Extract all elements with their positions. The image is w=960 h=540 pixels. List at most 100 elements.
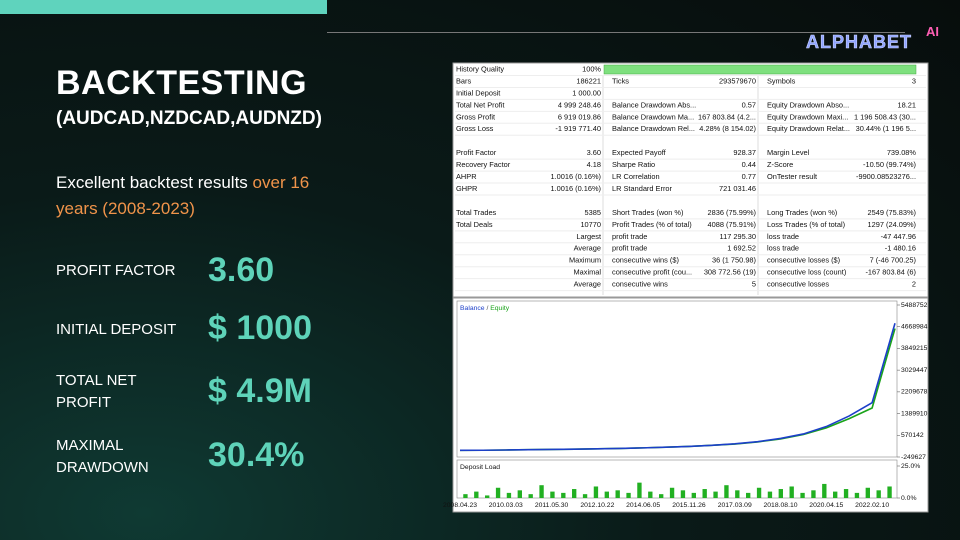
table-cell: consecutive wins: [612, 280, 668, 289]
x-tick-label: 2014.06.05: [626, 502, 660, 509]
table-cell: profit trade: [612, 244, 647, 253]
intro: Excellent backtest results over 16 years…: [56, 170, 346, 222]
y-tick-label: 3849215: [901, 345, 928, 352]
load-bar: [876, 490, 881, 498]
table-cell: Long Trades (won %): [767, 208, 837, 217]
load-bar: [626, 492, 631, 498]
load-bar: [669, 487, 675, 498]
logo-name: ALPHABET: [806, 32, 912, 53]
accent-bar: [0, 0, 327, 14]
x-tick-label: 2008.04.23: [443, 502, 477, 509]
table-cell: 3.60: [587, 148, 601, 157]
intro-text: Excellent backtest results: [56, 173, 253, 192]
table-cell: Average: [574, 280, 601, 289]
x-tick-label: 2010.03.03: [489, 502, 523, 509]
table-cell: Ticks: [612, 76, 629, 85]
table-cell: 1297 (24.09%): [868, 220, 916, 229]
load-bar: [495, 487, 501, 498]
table-cell: consecutive loss (count): [767, 268, 846, 277]
metric-label: MAXIMAL DRAWDOWN: [56, 437, 149, 476]
load-title: Deposit Load: [460, 464, 500, 471]
metric-value: $ 1000: [208, 309, 312, 347]
table-cell: -167 803.84 (6): [865, 268, 916, 277]
table-cell: 1 196 508.43 (30...: [854, 112, 916, 121]
table-cell: Maximum: [569, 256, 601, 265]
table-cell: consecutive profit (cou...: [612, 268, 692, 277]
table-cell: 36 (1 750.98): [712, 256, 756, 265]
load-bar: [843, 489, 849, 498]
y-tick-label: 0.0%: [901, 495, 917, 502]
load-bar: [572, 489, 577, 498]
table-cell: 0.77: [742, 172, 756, 181]
table-cell: Balance Drawdown Ma...: [612, 112, 694, 121]
table-cell: -47 447.96: [881, 232, 916, 241]
load-bar: [528, 494, 533, 498]
load-bar: [517, 490, 522, 498]
table-cell: consecutive losses ($): [767, 256, 840, 265]
x-tick-label: 2020.04.15: [809, 502, 843, 509]
table-cell: consecutive losses: [767, 280, 829, 289]
load-bar: [539, 485, 544, 498]
table-cell: 2836 (75.99%): [708, 208, 756, 217]
table-cell: Average: [574, 244, 601, 253]
table-cell: Recovery Factor: [456, 160, 511, 169]
table-cell: 6 919 019.86: [558, 112, 601, 121]
table-cell: Maximal: [573, 268, 601, 277]
history-quality-bar: [603, 64, 917, 75]
load-bar: [659, 494, 664, 498]
table-cell: Gross Loss: [456, 124, 494, 133]
divider: [327, 32, 905, 33]
load-bar: [713, 491, 718, 498]
load-bar: [789, 486, 794, 498]
load-bar: [833, 491, 838, 498]
intro-highlight: over 16 years (2008-2023): [56, 173, 310, 218]
table-cell: GHPR: [456, 184, 477, 193]
load-bar: [756, 487, 762, 498]
x-tick-label: 2012.10.22: [580, 502, 614, 509]
metric-value: $ 4.9M: [208, 372, 312, 410]
balance-plot: [456, 300, 898, 458]
title: BACKTESTING: [56, 64, 308, 102]
x-tick-label: 2011.05.30: [535, 502, 569, 509]
y-tick-label: 1389910: [901, 410, 928, 417]
series-line: [459, 323, 896, 452]
table-cell: -9900.08523276...: [856, 172, 916, 181]
load-bar: [582, 494, 588, 498]
y-tick-label: 2209678: [901, 389, 928, 396]
table-cell: 10770: [580, 220, 601, 229]
table-cell: 2: [912, 280, 916, 289]
table-cell: loss trade: [767, 244, 799, 253]
table-cell: Profit Factor: [456, 148, 497, 157]
table-cell: Gross Profit: [456, 112, 495, 121]
load-bar: [691, 492, 696, 498]
table-cell: AHPR: [456, 172, 477, 181]
table-cell: 2549 (75.83%): [868, 208, 916, 217]
table-cell: 5: [752, 280, 756, 289]
legend-entry: Equity: [490, 305, 509, 312]
table-cell: 1 692.52: [727, 244, 756, 253]
metric-value: 3.60: [208, 251, 275, 289]
load-bar: [854, 492, 860, 498]
legend-entry: Balance: [460, 305, 485, 312]
table-cell: OnTester result: [767, 172, 817, 181]
table-cell: loss trade: [767, 232, 799, 241]
table-cell: consecutive wins ($): [612, 256, 679, 265]
load-bar: [865, 487, 870, 498]
x-tick-label: 2022.02.10: [855, 502, 889, 509]
table-cell: Short Trades (won %): [612, 208, 683, 217]
load-plot: [456, 459, 898, 499]
metric-label: PROFIT FACTOR: [56, 262, 176, 279]
load-bar: [463, 494, 468, 498]
table-cell: Equity Drawdown Abso...: [767, 100, 849, 109]
table-cell: -10.50 (99.74%): [863, 160, 916, 169]
load-bar: [615, 490, 620, 498]
table-cell: 1 000.00: [572, 88, 601, 97]
load-bar: [702, 489, 707, 498]
load-bar: [637, 482, 642, 498]
table-cell: Initial Deposit: [456, 88, 500, 97]
table-cell: 928.37: [733, 148, 756, 157]
table-cell: Profit Trades (% of total): [612, 220, 692, 229]
table-cell: 0.44: [742, 160, 756, 169]
y-tick-label: 570142: [901, 432, 924, 439]
table-cell: Balance Drawdown Abs...: [612, 100, 696, 109]
